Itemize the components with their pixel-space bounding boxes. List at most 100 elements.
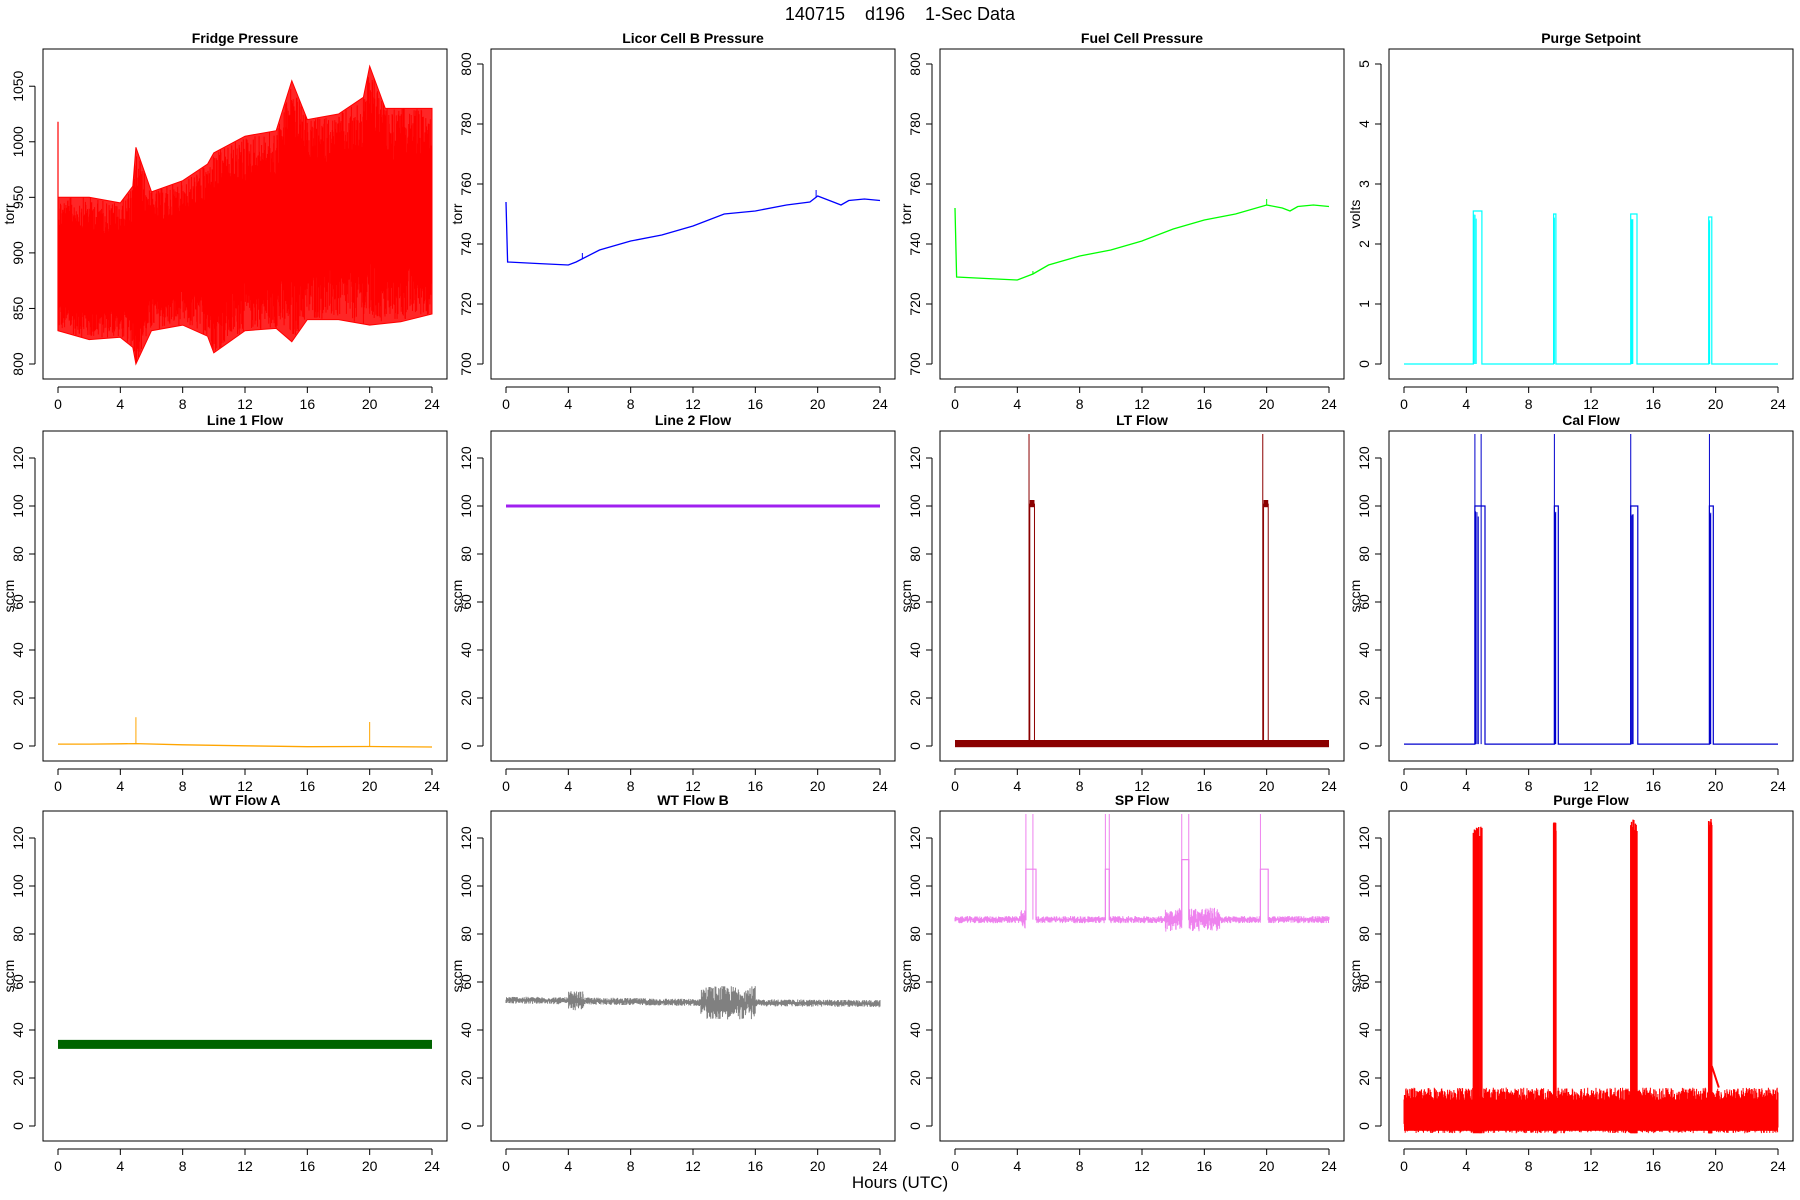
y-tick-label: 100 [10, 874, 26, 898]
y-tick-label: 0 [10, 1122, 26, 1130]
y-tick-label: 40 [458, 642, 474, 658]
y-tick-label: 20 [10, 1070, 26, 1086]
y-tick-label: 3 [1356, 180, 1372, 188]
y-tick-label: 60 [10, 974, 26, 990]
x-tick-label: 8 [1525, 778, 1533, 794]
y-tick-label: 740 [458, 232, 474, 256]
panel-title: Line 2 Flow [655, 412, 731, 428]
x-tick-label: 20 [810, 778, 826, 794]
y-tick-label: 40 [907, 642, 923, 658]
envelope [57, 64, 433, 366]
plot-frame [939, 48, 1345, 380]
x-tick-label: 20 [1259, 778, 1275, 794]
y-tick-label: 120 [907, 446, 923, 470]
y-tick-label: 80 [458, 926, 474, 942]
y-tick-label: 20 [907, 1070, 923, 1086]
y-tick-label: 40 [10, 1022, 26, 1038]
y-tick-label: 60 [907, 974, 923, 990]
y-axis-label: torr [898, 203, 914, 224]
y-tick-label: 760 [907, 172, 923, 196]
plot-frame [42, 48, 448, 380]
plot-frame [1388, 48, 1794, 380]
y-tick-label: 0 [1356, 1122, 1372, 1130]
y-tick-label: 0 [907, 742, 923, 750]
x-tick-label: 12 [237, 396, 253, 412]
y-tick-label: 80 [1356, 546, 1372, 562]
y-tick-label: 100 [1356, 494, 1372, 518]
x-tick-label: 4 [116, 396, 124, 412]
panel-purge-flow: Purge Flow 0 4 8 12 16 20 24 0 20 40 60 80 100 120 sccm [1347, 792, 1794, 1174]
x-tick-label: 8 [1076, 1158, 1084, 1174]
x-tick-label: 8 [1076, 778, 1084, 794]
series-line [1404, 505, 1778, 745]
x-tick-label: 20 [1259, 1158, 1275, 1174]
plot-frame [490, 810, 896, 1142]
y-tick-label: 720 [458, 292, 474, 316]
x-tick-label: 8 [627, 778, 635, 794]
x-tick-label: 16 [748, 396, 764, 412]
x-tick-label: 8 [1076, 396, 1084, 412]
y-tick-label: 800 [10, 352, 26, 376]
y-axis-label: sccm [449, 960, 465, 993]
x-tick-label: 12 [685, 778, 701, 794]
x-tick-label: 12 [237, 778, 253, 794]
y-tick-label: 100 [907, 494, 923, 518]
x-tick-label: 0 [54, 778, 62, 794]
x-tick-label: 24 [872, 1158, 888, 1174]
x-tick-label: 16 [1197, 778, 1213, 794]
x-tick-label: 8 [627, 396, 635, 412]
x-tick-label: 12 [685, 396, 701, 412]
y-tick-label: 100 [10, 494, 26, 518]
x-tick-label: 12 [1134, 1158, 1150, 1174]
panel-lt-flow: LT Flow 0 4 8 12 16 20 24 0 20 40 60 80 100 120 sccm [898, 412, 1345, 794]
y-tick-label: 720 [907, 292, 923, 316]
y-tick-label: 40 [1356, 1022, 1372, 1038]
x-tick-label: 16 [1646, 396, 1662, 412]
x-tick-label: 0 [951, 778, 959, 794]
series-fuel-cell-pressure [954, 199, 1330, 281]
panel-title: WT Flow B [657, 792, 729, 808]
pulse-block [1263, 500, 1269, 508]
y-tick-label: 80 [907, 546, 923, 562]
y-axis-label: volts [1347, 200, 1363, 229]
y-tick-label: 0 [458, 1122, 474, 1130]
panel-sp-flow: SP Flow 0 4 8 12 16 20 24 0 20 40 60 80 100 120 sccm [898, 792, 1345, 1174]
y-tick-label: 120 [458, 446, 474, 470]
panel-title: Purge Flow [1553, 792, 1629, 808]
panel-cal-flow: Cal Flow 0 4 8 12 16 20 24 0 20 40 60 80 100 120 sccm [1347, 412, 1794, 794]
y-tick-label: 120 [1356, 446, 1372, 470]
y-tick-label: 700 [907, 352, 923, 376]
x-tick-label: 20 [810, 396, 826, 412]
plot-frame [1388, 810, 1794, 1142]
y-tick-label: 5 [1356, 60, 1372, 68]
panel-line-2-flow: Line 2 Flow 0 4 8 12 16 20 24 0 20 40 60 80 100 120 scc… [449, 412, 896, 794]
y-tick-label: 60 [458, 974, 474, 990]
x-tick-label: 24 [1770, 396, 1786, 412]
y-tick-label: 20 [1356, 690, 1372, 706]
y-tick-label: 60 [10, 594, 26, 610]
y-tick-label: 80 [907, 926, 923, 942]
x-tick-label: 16 [1646, 1158, 1662, 1174]
panel-title: Fridge Pressure [192, 30, 299, 46]
x-tick-label: 20 [810, 1158, 826, 1174]
x-tick-label: 16 [300, 396, 316, 412]
series-fridge-pressure [57, 64, 433, 366]
y-tick-label: 0 [10, 742, 26, 750]
y-tick-label: 20 [10, 690, 26, 706]
x-tick-label: 8 [627, 1158, 635, 1174]
x-tick-label: 0 [951, 1158, 959, 1174]
y-tick-label: 120 [10, 826, 26, 850]
pulse-block [1029, 500, 1035, 508]
y-tick-label: 100 [1356, 874, 1372, 898]
plot-frame [42, 810, 448, 1142]
x-tick-label: 4 [564, 1158, 572, 1174]
y-tick-label: 1 [1356, 300, 1372, 308]
x-tick-label: 24 [1321, 778, 1337, 794]
y-axis-label: sccm [1347, 960, 1363, 993]
y-tick-label: 4 [1356, 120, 1372, 128]
x-tick-label: 8 [1525, 1158, 1533, 1174]
panel-title: Line 1 Flow [207, 412, 283, 428]
panel-title: Licor Cell B Pressure [622, 30, 764, 46]
y-tick-label: 2 [1356, 240, 1372, 248]
